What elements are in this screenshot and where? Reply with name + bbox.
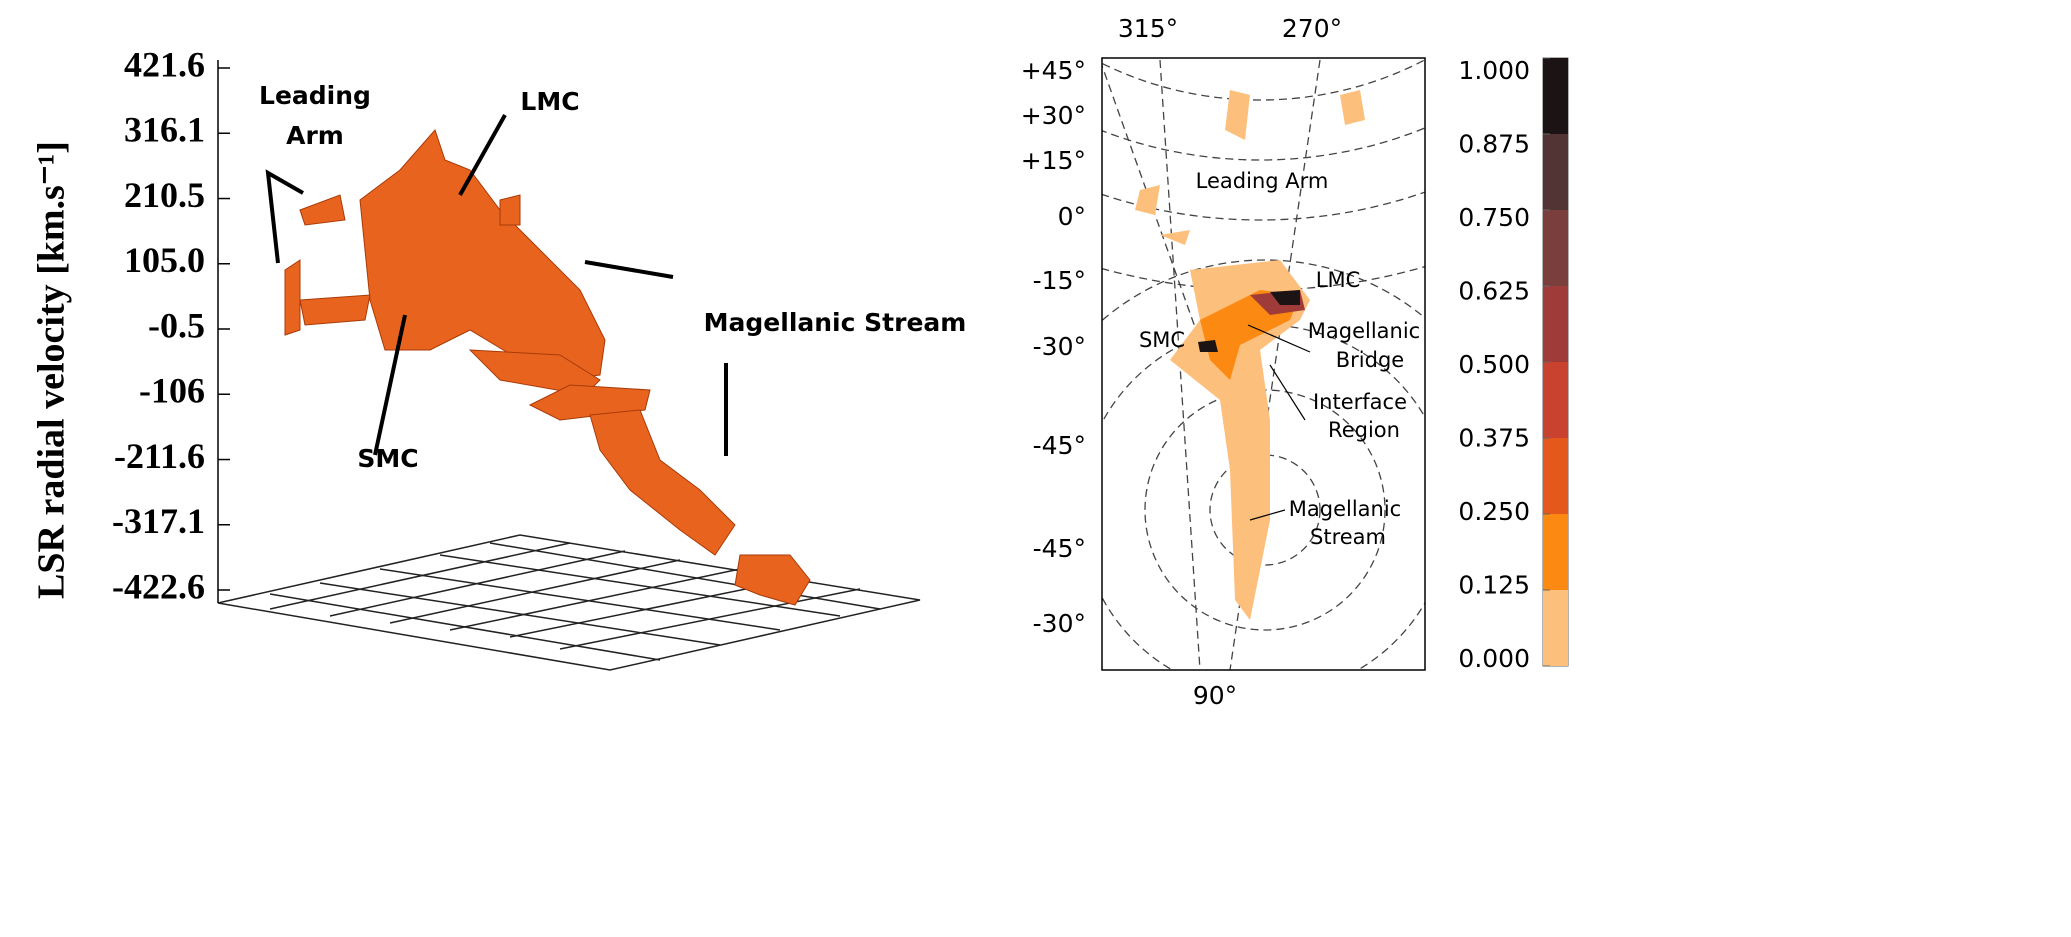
map-annotation: Bridge xyxy=(1336,348,1404,372)
y-tick-label: 105.0 xyxy=(124,240,205,280)
colorbar-band xyxy=(1543,438,1568,514)
map-annotation: Magellanic xyxy=(1289,497,1401,521)
colorbar-band xyxy=(1543,362,1568,438)
colorbar-label: 0.625 xyxy=(1458,277,1530,306)
y-tick-label: 316.1 xyxy=(124,110,205,150)
map-annotation: Leading Arm xyxy=(1196,169,1329,193)
map-annotation: LMC xyxy=(1316,268,1360,292)
floor-grid xyxy=(218,535,920,670)
colorbar-label: 0.375 xyxy=(1458,424,1530,453)
lat-label: +15° xyxy=(1021,146,1086,175)
lat-label: -30° xyxy=(1033,609,1086,638)
colorbar-band xyxy=(1543,514,1568,590)
isosurface xyxy=(285,130,810,605)
colorbar-label: 0.500 xyxy=(1458,350,1530,379)
colorbar-band xyxy=(1543,134,1568,210)
y-tick-label: -422.6 xyxy=(112,566,205,606)
y-tick-label: -0.5 xyxy=(148,305,205,345)
colorbar-band xyxy=(1543,58,1568,134)
annotation: Magellanic Stream xyxy=(704,308,967,337)
lon-label: 90° xyxy=(1193,681,1237,710)
colorbar-label: 0.750 xyxy=(1458,203,1530,232)
y-tick-label: -317.1 xyxy=(112,501,205,541)
colorbar-label: 0.875 xyxy=(1458,130,1530,159)
y-tick-label: 421.6 xyxy=(124,44,205,84)
map-annotation: Magellanic xyxy=(1308,319,1420,343)
colorbar-label: 0.125 xyxy=(1458,571,1530,600)
y-axis-label: LSR radial velocity [km.s⁻¹] xyxy=(31,141,73,599)
lat-label: -45° xyxy=(1033,431,1086,460)
annotation: LMC xyxy=(520,87,579,116)
lat-label: -30° xyxy=(1033,332,1086,361)
colorbar-band xyxy=(1543,286,1568,362)
lat-label: -45° xyxy=(1033,534,1086,563)
y-tick-label: 210.5 xyxy=(124,175,205,215)
colorbar-band xyxy=(1543,210,1568,286)
lat-label: +30° xyxy=(1021,101,1086,130)
annotation: SMC xyxy=(357,444,418,473)
map-area xyxy=(720,0,1800,760)
map-annotation: Stream xyxy=(1310,525,1386,549)
lat-label: -15° xyxy=(1033,266,1086,295)
map-annotation: Interface xyxy=(1313,390,1407,414)
figure: -422.6 -317.1 -211.6 -106 -0.5 105.0 210.5 316.… xyxy=(0,0,2071,937)
colorbar-label: 1.000 xyxy=(1458,56,1530,85)
y-tick-label: -106 xyxy=(139,371,205,411)
lat-label: +45° xyxy=(1021,56,1086,85)
map-annotation: SMC xyxy=(1139,328,1185,352)
lat-label: 0° xyxy=(1058,202,1086,231)
lon-label: 270° xyxy=(1282,14,1342,43)
y-tick-label: -211.6 xyxy=(114,436,205,476)
colorbar-band xyxy=(1543,590,1568,666)
map-annotation: Region xyxy=(1328,418,1400,442)
colorbar-label: 0.000 xyxy=(1458,644,1530,673)
lon-label: 315° xyxy=(1118,14,1178,43)
colorbar-label: 0.250 xyxy=(1458,497,1530,526)
